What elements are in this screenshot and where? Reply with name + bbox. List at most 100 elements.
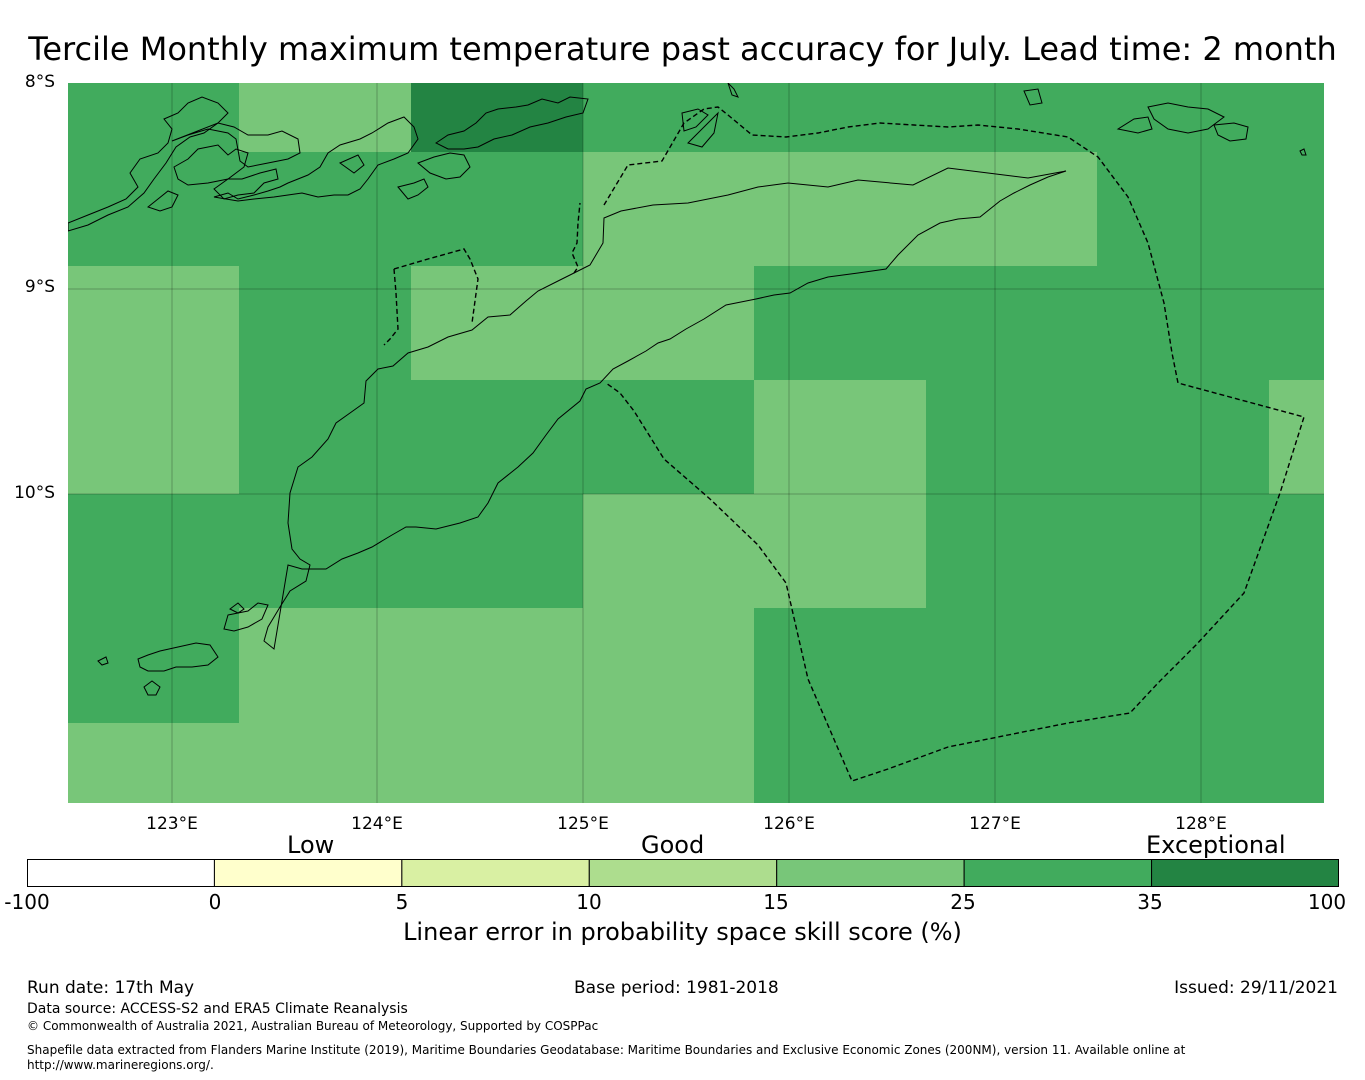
coastline-rote [223, 602, 269, 632]
skill-cell-r2-c2 [411, 266, 584, 381]
skill-cell-r0-c7 [1269, 83, 1324, 153]
skill-cell-r6-c0 [68, 723, 240, 803]
colorbar-word-good: Good [641, 831, 705, 859]
skill-cell-r1-c6 [1097, 152, 1270, 267]
lon-label-126e: 126°E [763, 814, 815, 834]
lon-label-127e: 127°E [969, 814, 1021, 834]
skill-cell-r4-c1 [239, 494, 412, 609]
base-period: Base period: 1981-2018 [574, 978, 779, 998]
skill-cell-r2-c5 [926, 266, 1098, 381]
coastline-kisar [1147, 102, 1225, 134]
shapefile-credit-line2: http://www.marineregions.org/. [27, 1058, 214, 1072]
data-source: Data source: ACCESS-S2 and ERA5 Climate … [27, 1001, 408, 1017]
coastline-alor [68, 96, 229, 232]
skill-cell-r6-c2 [411, 723, 584, 803]
skill-map [68, 83, 1324, 803]
colorbar-segment-5 [963, 859, 1153, 887]
lon-label-124e: 124°E [351, 814, 403, 834]
skill-cell-r5-c0 [68, 608, 240, 724]
colorbar-outline [27, 859, 1339, 887]
skill-cell-r3-c7 [1269, 380, 1324, 495]
coastline-islet-b [229, 602, 245, 614]
coastlines [68, 83, 1307, 696]
eez-boundary-enclave [383, 248, 479, 346]
skill-cell-r4-c0 [68, 494, 240, 609]
lat-label-9s: 9°S [24, 277, 55, 297]
colorbar-tick-35: 35 [1137, 890, 1163, 914]
skill-cell-r5-c4 [754, 608, 927, 724]
skill-cell-r3-c5 [926, 380, 1098, 495]
colorbar-segment-2 [401, 859, 590, 887]
colorbar-tick-0: 0 [208, 890, 222, 914]
coastline-leti [1023, 88, 1043, 106]
skill-cell-r3-c1 [239, 380, 412, 495]
skill-cell-r4-c2 [411, 494, 584, 609]
skill-cell-r2-c4 [754, 266, 927, 381]
skill-cell-r6-c5 [926, 723, 1098, 803]
shapefile-credit-line1: Shapefile data extracted from Flanders M… [27, 1043, 1186, 1057]
map-title: Tercile Monthly maximum temperature past… [28, 30, 1337, 68]
skill-cell-r0-c3 [583, 83, 755, 153]
skill-cell-r5-c1 [239, 608, 412, 724]
coastline-island-i [681, 108, 709, 132]
skill-cell-r5-c3 [583, 608, 755, 724]
skill-cell-r2-c7 [1269, 266, 1324, 381]
colorbar-word-low: Low [287, 831, 335, 859]
colorbar-label: Linear error in probability space skill … [403, 918, 962, 946]
skill-cell-r0-c5 [926, 83, 1098, 153]
colorbar-segment-3 [588, 859, 778, 887]
coastline-timor [263, 167, 1067, 650]
skill-cell-r2-c1 [239, 266, 412, 381]
colorbar-segment-0 [27, 859, 215, 887]
coastline-romang [1213, 122, 1249, 142]
colorbar-tick-neg100: -100 [4, 890, 50, 914]
run-date: Run date: 17th May [27, 978, 195, 998]
coastline-island-f [435, 96, 589, 150]
skill-cell-r3-c4 [754, 380, 927, 495]
eez-boundaries [383, 106, 1305, 782]
skill-cell-r6-c4 [754, 723, 927, 803]
coastline-wetar-east [1116, 116, 1153, 134]
colorbar-tick-15: 15 [763, 890, 789, 914]
colorbar-word-exceptional: Exceptional [1146, 831, 1286, 859]
eez-boundary-north [603, 106, 1305, 782]
skill-cell-r6-c7 [1269, 723, 1324, 803]
lat-label-10s: 10°S [14, 483, 55, 503]
skill-cell-r0-c1 [239, 83, 412, 153]
skill-cell-r4-c6 [1097, 494, 1270, 609]
coastline-island-g [417, 152, 471, 180]
coastline-islet-d [727, 83, 739, 98]
coastline-island-h [338, 154, 365, 174]
coastline-island-c [171, 122, 301, 168]
colorbar-tick-25: 25 [950, 890, 976, 914]
coastline-island-e [397, 178, 429, 200]
skill-cell-r4-c7 [1269, 494, 1324, 609]
skill-cell-r2-c0 [68, 266, 240, 381]
skill-cell-r1-c5 [926, 152, 1098, 267]
colorbar-tick-5: 5 [395, 890, 409, 914]
lon-label-125e: 125°E [557, 814, 609, 834]
skill-cell-r3-c0 [68, 380, 240, 495]
eez-boundary-west [571, 202, 581, 274]
colorbar-tick-10: 10 [576, 890, 602, 914]
lat-label-8s: 8°S [24, 72, 55, 92]
skill-cell-r5-c5 [926, 608, 1098, 724]
skill-cell-r1-c3 [583, 152, 755, 267]
skill-cell-r4-c3 [583, 494, 755, 609]
coastline-island-b [146, 190, 179, 212]
skill-cell-r3-c2 [411, 380, 584, 495]
skill-cell-r5-c6 [1097, 608, 1270, 724]
skill-cell-r5-c2 [411, 608, 584, 724]
skill-cell-r5-c7 [1269, 608, 1324, 724]
issued-date: Issued: 29/11/2021 [1174, 978, 1338, 998]
skill-cell-r0-c4 [754, 83, 927, 153]
coastline-wetar-west [213, 116, 419, 202]
colorbar-segment-4 [776, 859, 965, 887]
skill-cell-r2-c3 [583, 266, 755, 381]
colorbar [27, 859, 1339, 887]
skill-cell-r1-c7 [1269, 152, 1324, 267]
colorbar-tick-100: 100 [1307, 890, 1347, 914]
coastline-islet-c [1299, 148, 1307, 156]
skill-cell-r3-c3 [583, 380, 755, 495]
coastline-islet-a [97, 656, 109, 666]
